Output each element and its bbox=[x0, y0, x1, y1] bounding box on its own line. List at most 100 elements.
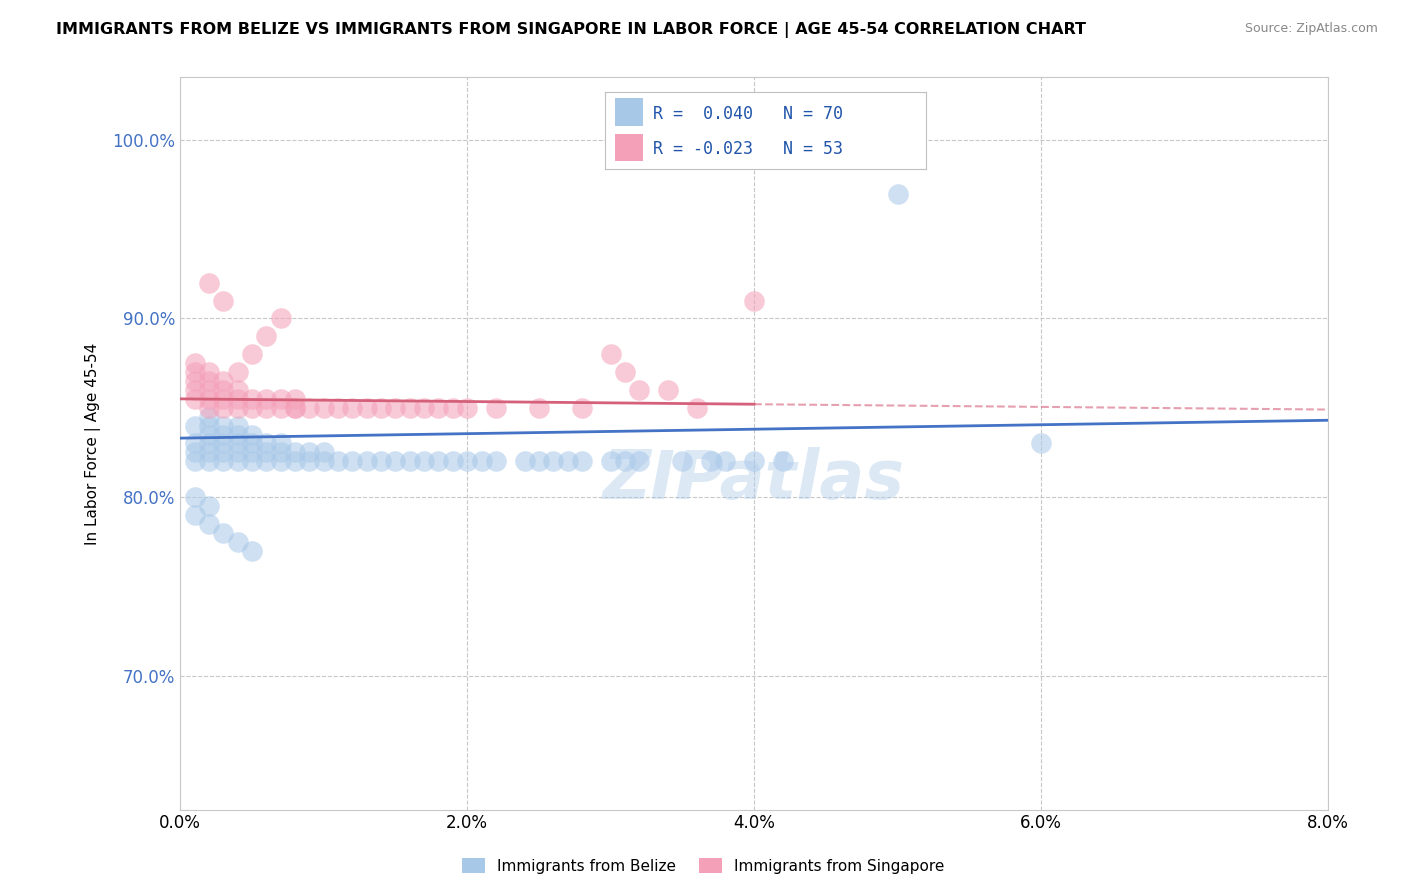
Point bbox=[384, 401, 406, 415]
Point bbox=[370, 401, 392, 415]
Point bbox=[212, 427, 235, 442]
Point bbox=[226, 418, 249, 433]
Point bbox=[240, 392, 263, 406]
Point bbox=[198, 365, 221, 379]
Point bbox=[212, 374, 235, 388]
Point bbox=[298, 401, 321, 415]
Point bbox=[398, 401, 420, 415]
Point bbox=[326, 401, 349, 415]
Point bbox=[198, 383, 221, 397]
Text: ZIPatlas: ZIPatlas bbox=[603, 447, 905, 513]
Point bbox=[212, 525, 235, 540]
Point bbox=[183, 365, 205, 379]
Point bbox=[254, 454, 277, 468]
Point bbox=[240, 347, 263, 361]
Point bbox=[441, 401, 464, 415]
Point bbox=[198, 499, 221, 513]
Point bbox=[614, 365, 637, 379]
Point bbox=[198, 276, 221, 290]
Point bbox=[270, 392, 292, 406]
Point bbox=[198, 418, 221, 433]
Point bbox=[326, 454, 349, 468]
Point bbox=[212, 445, 235, 459]
Point bbox=[198, 392, 221, 406]
Point bbox=[557, 454, 579, 468]
Point bbox=[198, 374, 221, 388]
Point bbox=[212, 401, 235, 415]
Point bbox=[183, 508, 205, 522]
Point bbox=[226, 427, 249, 442]
Point bbox=[183, 356, 205, 370]
Point bbox=[226, 392, 249, 406]
Point bbox=[342, 454, 364, 468]
Point bbox=[270, 454, 292, 468]
Point bbox=[212, 454, 235, 468]
Point bbox=[226, 383, 249, 397]
Point bbox=[541, 454, 564, 468]
Point bbox=[183, 490, 205, 504]
Point bbox=[427, 454, 450, 468]
Point bbox=[183, 383, 205, 397]
Point bbox=[571, 454, 593, 468]
Point bbox=[212, 293, 235, 308]
Point bbox=[356, 454, 378, 468]
Point bbox=[886, 186, 908, 201]
Point bbox=[742, 293, 765, 308]
Point bbox=[772, 454, 794, 468]
Point bbox=[671, 454, 693, 468]
Point bbox=[198, 454, 221, 468]
Point bbox=[226, 445, 249, 459]
Point bbox=[254, 329, 277, 343]
Point bbox=[614, 454, 637, 468]
Point bbox=[342, 401, 364, 415]
Point bbox=[270, 311, 292, 326]
Point bbox=[485, 401, 508, 415]
Point bbox=[284, 454, 307, 468]
Point bbox=[686, 401, 709, 415]
Point bbox=[714, 454, 737, 468]
Point bbox=[198, 409, 221, 424]
Point bbox=[270, 445, 292, 459]
Point bbox=[198, 436, 221, 450]
Point bbox=[599, 454, 621, 468]
Legend: Immigrants from Belize, Immigrants from Singapore: Immigrants from Belize, Immigrants from … bbox=[456, 852, 950, 880]
Point bbox=[240, 427, 263, 442]
Point bbox=[198, 445, 221, 459]
Point bbox=[226, 534, 249, 549]
Point bbox=[284, 401, 307, 415]
Text: IMMIGRANTS FROM BELIZE VS IMMIGRANTS FROM SINGAPORE IN LABOR FORCE | AGE 45-54 C: IMMIGRANTS FROM BELIZE VS IMMIGRANTS FRO… bbox=[56, 22, 1087, 38]
Point bbox=[240, 401, 263, 415]
Point bbox=[470, 454, 492, 468]
Point bbox=[312, 401, 335, 415]
Point bbox=[657, 383, 679, 397]
Point bbox=[413, 454, 436, 468]
Point bbox=[456, 401, 478, 415]
Point bbox=[240, 543, 263, 558]
Point bbox=[212, 418, 235, 433]
Point bbox=[254, 445, 277, 459]
Point bbox=[370, 454, 392, 468]
Point bbox=[599, 347, 621, 361]
Point bbox=[485, 454, 508, 468]
Point bbox=[527, 401, 550, 415]
Point bbox=[226, 454, 249, 468]
Point bbox=[183, 418, 205, 433]
Point bbox=[212, 392, 235, 406]
Point bbox=[183, 445, 205, 459]
Point bbox=[183, 374, 205, 388]
Point bbox=[254, 401, 277, 415]
Point bbox=[427, 401, 450, 415]
Point bbox=[226, 365, 249, 379]
Point bbox=[513, 454, 536, 468]
Point bbox=[212, 436, 235, 450]
Point bbox=[270, 401, 292, 415]
Point bbox=[226, 401, 249, 415]
Point bbox=[284, 401, 307, 415]
Point bbox=[226, 436, 249, 450]
Point bbox=[198, 516, 221, 531]
Point bbox=[1029, 436, 1052, 450]
Point bbox=[700, 454, 723, 468]
Point bbox=[571, 401, 593, 415]
Point bbox=[183, 454, 205, 468]
Point bbox=[284, 392, 307, 406]
